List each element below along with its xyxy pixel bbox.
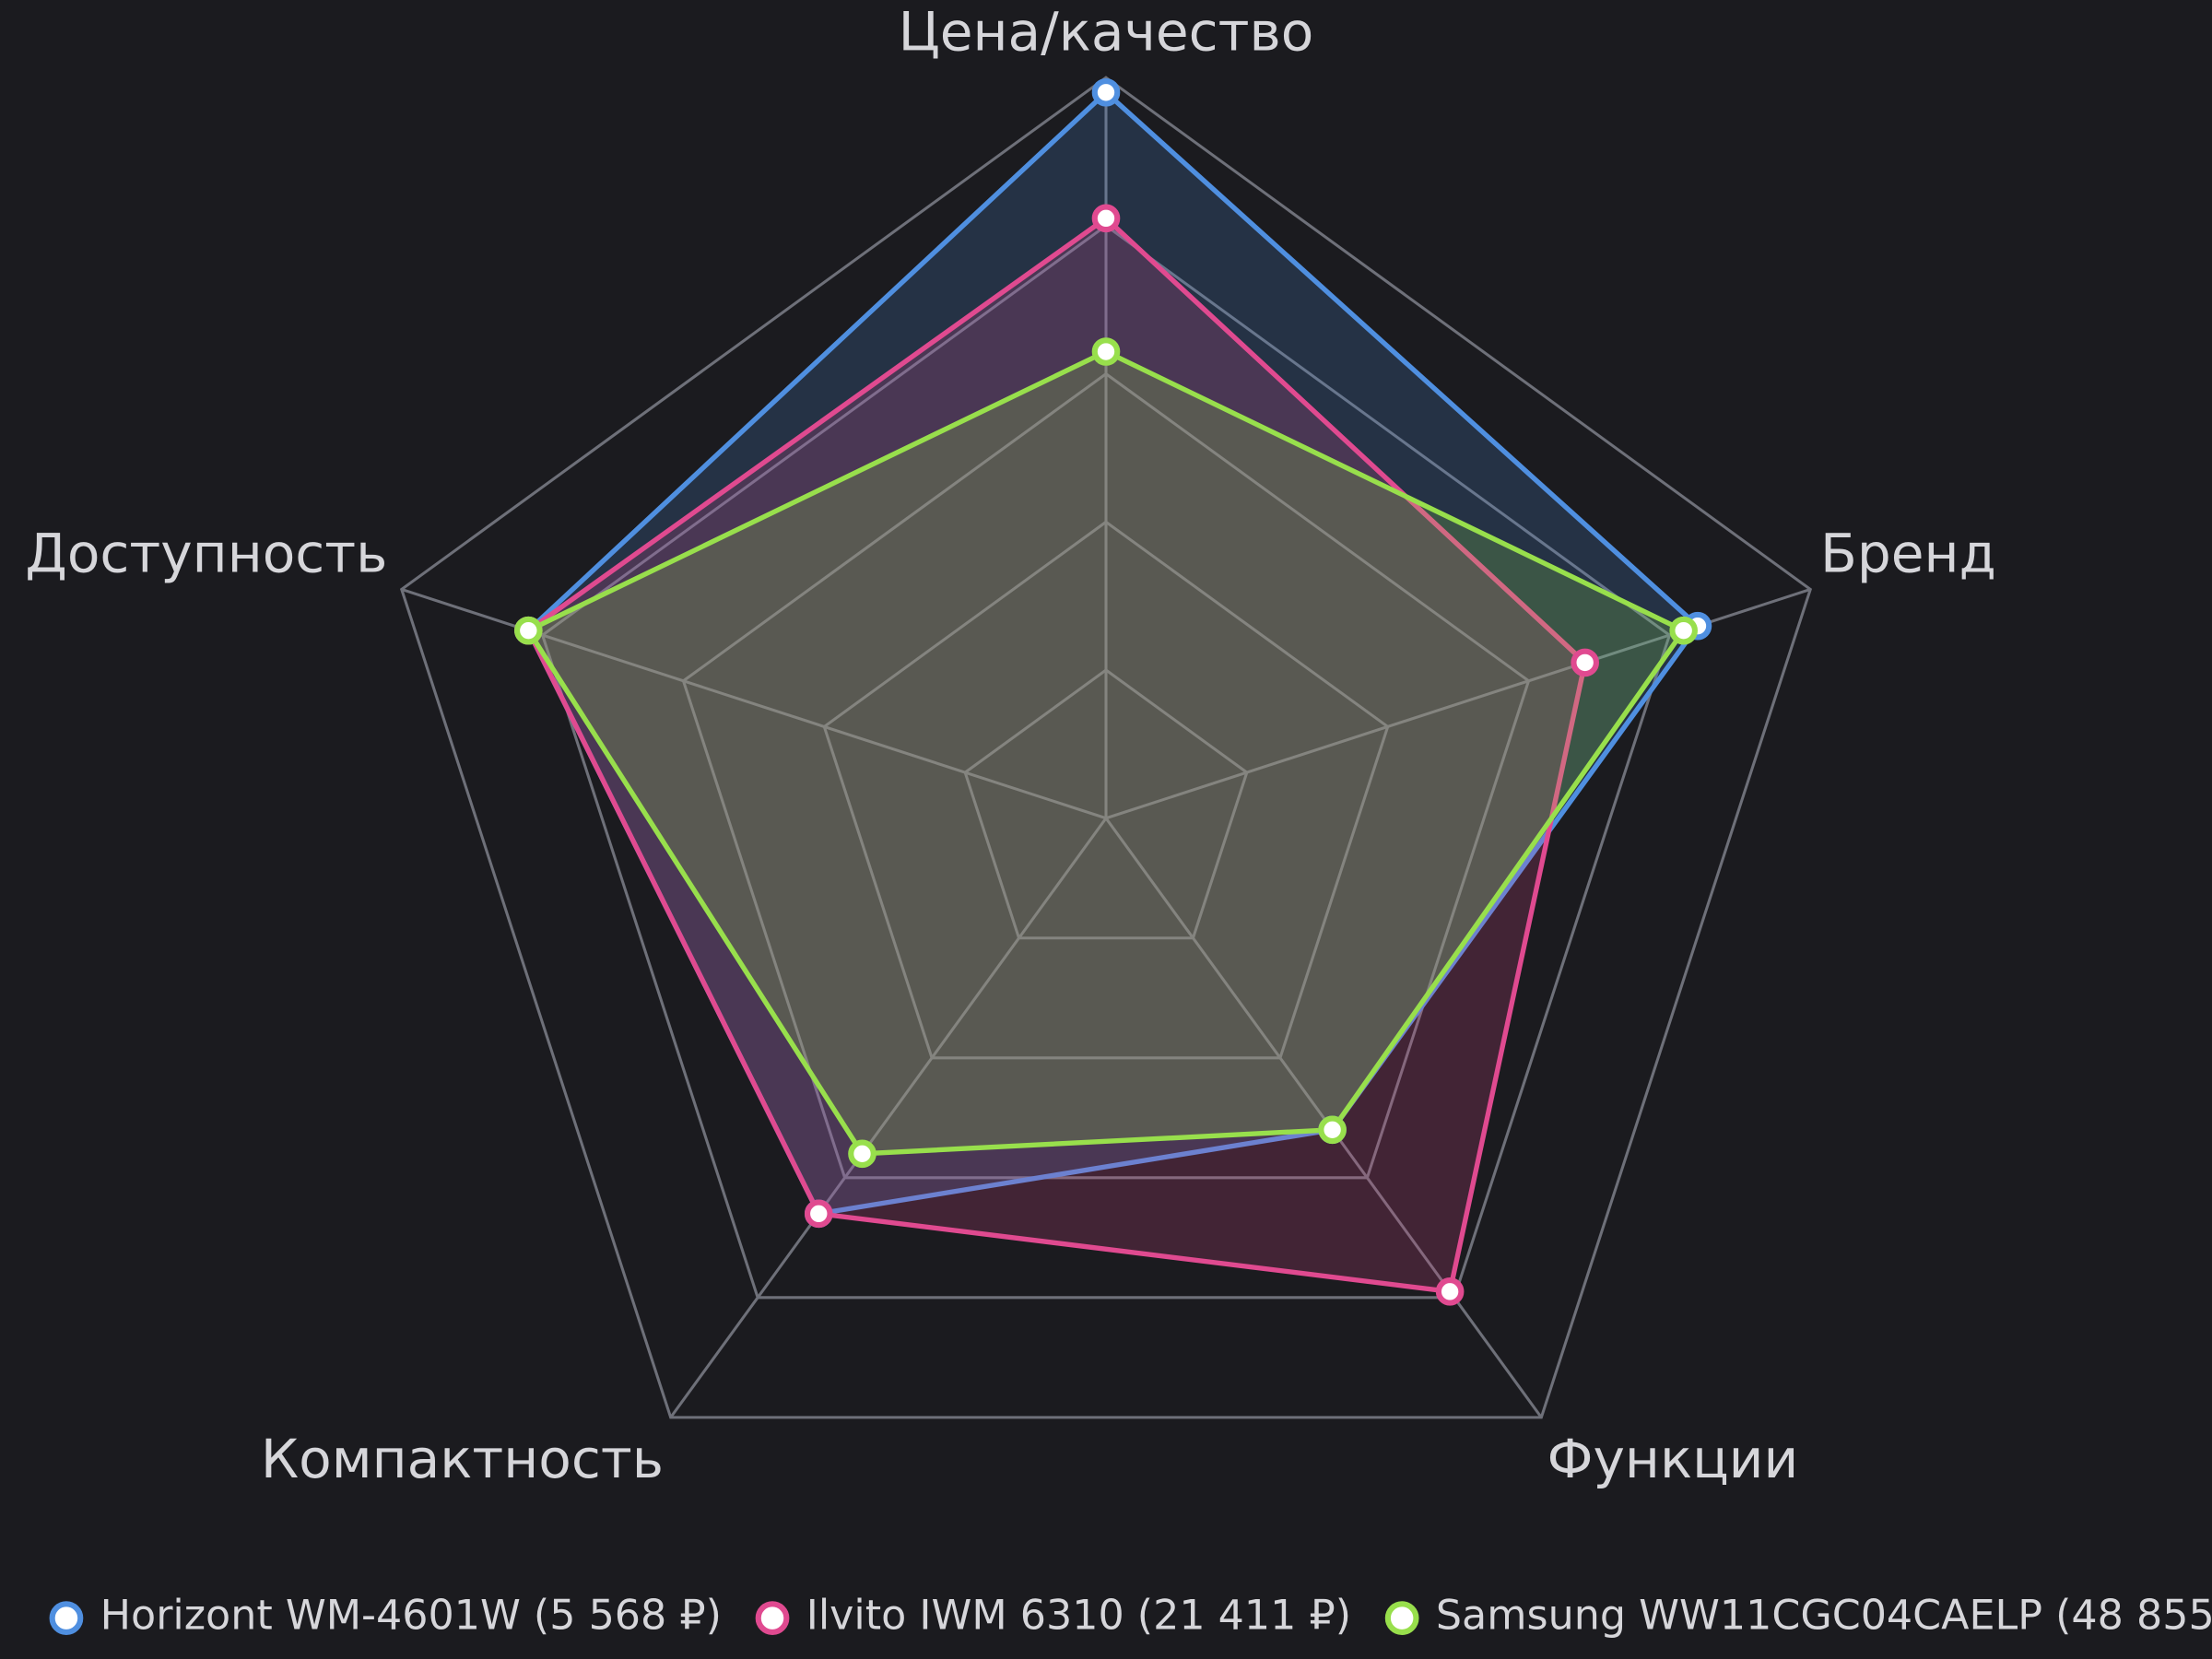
data-point [848, 1139, 877, 1169]
legend-label: Ilvito IWM 6310 (21 411 ₽) [806, 1593, 1351, 1640]
grid-spoke [1104, 817, 1543, 1418]
grid-spoke [669, 817, 1108, 1418]
data-point [1669, 616, 1698, 645]
axis-label: Цена/качество [899, 0, 1314, 63]
series-area [525, 348, 1687, 1157]
axis-label: Бренд [1820, 522, 1996, 584]
legend-label: Horizont WM-4601W (5 568 ₽) [100, 1593, 722, 1640]
grid-ring [963, 668, 1249, 940]
axis-label: Доступность [25, 522, 387, 584]
data-point [514, 616, 543, 645]
grid-ring [681, 371, 1531, 1180]
legend-marker [755, 1601, 790, 1635]
data-point [804, 1199, 833, 1229]
legend-marker [1384, 1601, 1419, 1635]
data-point [1435, 1277, 1465, 1306]
grid-ring [399, 76, 1813, 1419]
grid-ring [540, 224, 1672, 1300]
legend-label: Samsung WW11CGC04CAELP (48 855 ₽) [1436, 1593, 2212, 1640]
axis-label: Компактность [261, 1428, 664, 1490]
data-point [1318, 1115, 1347, 1145]
data-point [1091, 337, 1121, 366]
series-area [525, 89, 1700, 1217]
series-area [525, 216, 1588, 1295]
legend-marker [49, 1601, 84, 1635]
axis-label: Функции [1547, 1428, 1798, 1490]
data-point [1091, 204, 1121, 233]
data-point [1091, 77, 1121, 107]
grid-ring [822, 520, 1390, 1060]
data-point [1571, 648, 1599, 677]
